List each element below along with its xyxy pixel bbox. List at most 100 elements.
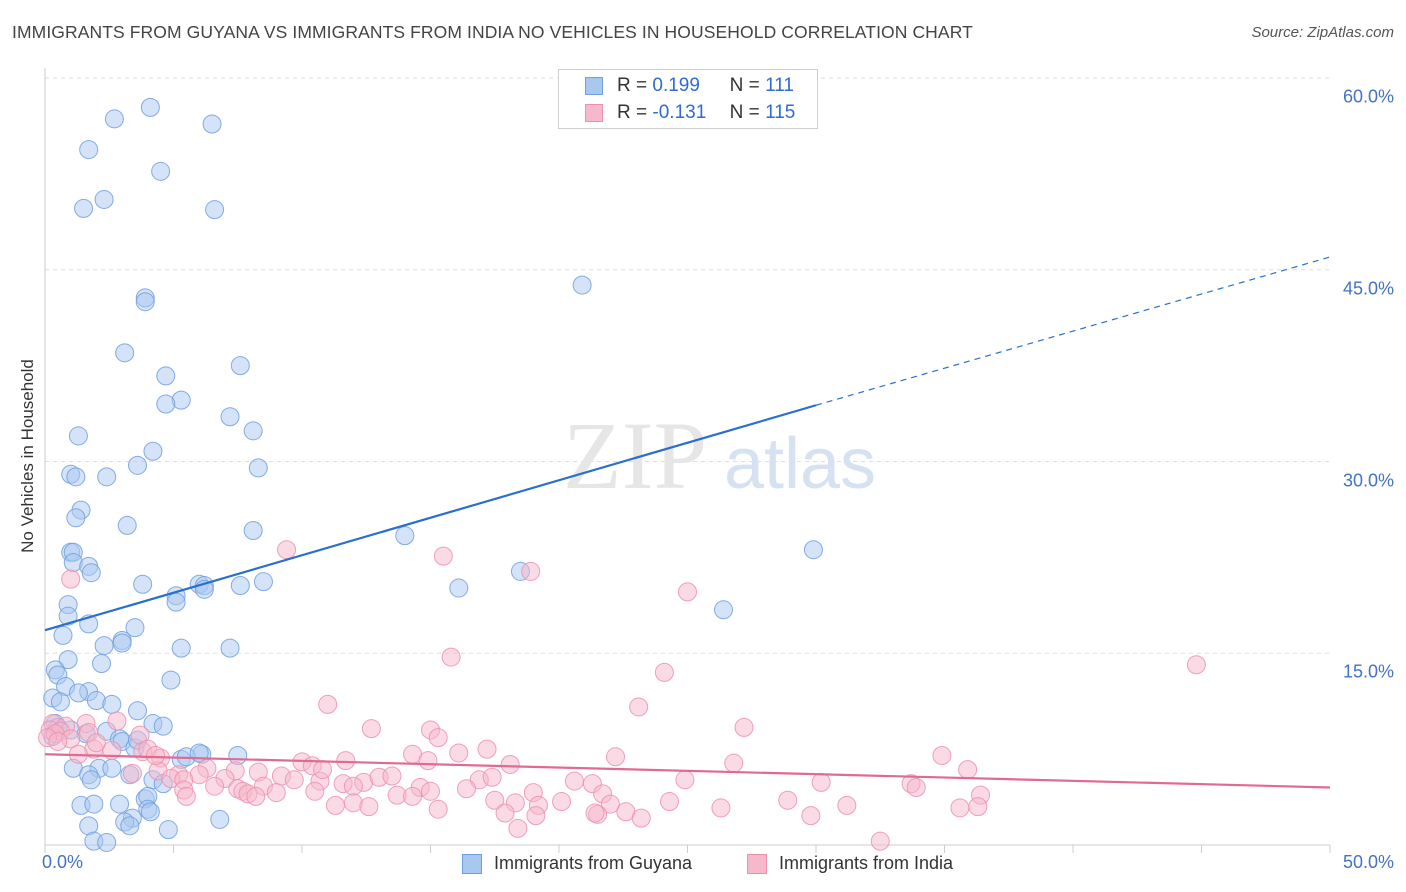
n-value-guyana: 111 xyxy=(765,75,794,96)
india-trend-line xyxy=(44,753,1331,789)
india-point xyxy=(277,540,297,560)
india-point xyxy=(778,790,798,810)
india-point xyxy=(421,781,440,801)
chart-title: IMMIGRANTS FROM GUYANA VS IMMIGRANTS FRO… xyxy=(12,22,973,42)
y-tick-label: 15.0% xyxy=(1342,661,1394,682)
axes xyxy=(44,68,1331,853)
india-point xyxy=(585,803,605,823)
guyana-swatch xyxy=(585,77,603,95)
india-point xyxy=(950,798,970,818)
guyana-point xyxy=(84,794,104,814)
india-point xyxy=(552,792,572,812)
guyana-point xyxy=(125,618,145,638)
india-point xyxy=(146,746,166,766)
guyana-point xyxy=(58,650,78,670)
india-point xyxy=(48,731,68,751)
india-point xyxy=(1186,655,1206,675)
india-point xyxy=(266,783,286,803)
guyana-point xyxy=(156,394,176,414)
points xyxy=(38,97,1206,852)
y-tick-label: 60.0% xyxy=(1342,86,1394,107)
guyana-point xyxy=(81,563,101,583)
india-point xyxy=(870,831,890,851)
r-value-guyana: 0.199 xyxy=(652,75,700,96)
guyana-point xyxy=(202,114,222,134)
guyana-point xyxy=(143,441,163,461)
india-point xyxy=(711,798,731,818)
india-point xyxy=(318,694,338,714)
guyana-point xyxy=(151,161,171,181)
india-swatch xyxy=(585,104,603,122)
r-label: R = xyxy=(617,102,648,123)
guyana-legend-swatch xyxy=(462,854,482,874)
india-point xyxy=(660,792,680,812)
trend-lines xyxy=(44,256,1331,789)
india-point xyxy=(433,546,453,566)
guyana-point xyxy=(243,421,263,441)
guyana-point xyxy=(128,455,148,475)
y-tick-label: 30.0% xyxy=(1342,470,1394,490)
india-point xyxy=(508,818,528,838)
n-label: N = xyxy=(729,102,760,123)
guyana-point xyxy=(50,692,70,712)
india-point xyxy=(86,733,106,753)
legend-label-india: Immigrants from India xyxy=(779,853,954,873)
guyana-point xyxy=(115,343,135,363)
guyana-point xyxy=(140,802,160,822)
stats-text-india: R = -0.131 N = 115 xyxy=(617,102,795,124)
guyana-point xyxy=(248,458,268,478)
india-point xyxy=(418,751,438,771)
india-point xyxy=(477,739,497,759)
guyana-point xyxy=(171,638,191,658)
guyana-point xyxy=(395,526,415,546)
series-legend: Immigrants from Guyana Immigrants from I… xyxy=(0,852,1406,878)
india-point xyxy=(428,799,448,819)
india-point xyxy=(837,795,857,815)
x-tick-label-min: 0.0% xyxy=(42,852,84,872)
india-legend-swatch xyxy=(747,854,767,874)
guyana-point xyxy=(449,578,469,598)
india-point xyxy=(176,786,196,806)
india-point xyxy=(361,719,381,739)
guyana-point xyxy=(68,426,88,446)
india-point xyxy=(441,647,461,667)
guyana-point xyxy=(153,716,173,736)
india-point xyxy=(336,751,356,771)
guyana-point xyxy=(166,592,186,612)
guyana-point xyxy=(128,701,148,721)
india-point xyxy=(500,754,520,774)
india-point xyxy=(495,803,515,823)
guyana-point xyxy=(112,633,132,653)
r-label: R = xyxy=(617,75,648,96)
guyana-point xyxy=(92,653,112,673)
x-tick-label-max: 50.0% xyxy=(1342,852,1394,872)
india-point xyxy=(325,795,345,815)
guyana-point xyxy=(713,600,733,620)
guyana-point xyxy=(220,407,240,427)
guyana-point xyxy=(803,540,823,560)
watermark-atlas: atlas xyxy=(724,424,876,504)
y-tick-label: 45.0% xyxy=(1342,278,1394,299)
n-value-india: 115 xyxy=(765,102,796,123)
guyana-point xyxy=(140,97,160,117)
guyana-point xyxy=(120,816,140,836)
india-point xyxy=(958,760,978,780)
guyana-point xyxy=(58,606,78,626)
guyana-trend-line xyxy=(44,404,817,632)
india-point xyxy=(428,728,448,748)
guyana-point xyxy=(74,198,94,218)
guyana-point xyxy=(94,636,114,656)
guyana-point xyxy=(210,809,230,829)
india-point xyxy=(284,770,304,790)
guyana-point xyxy=(156,366,176,386)
guyana-point xyxy=(79,140,99,160)
guyana-point xyxy=(161,670,181,690)
guyana-point xyxy=(253,572,273,592)
guyana-trend-extension xyxy=(815,256,1331,406)
india-point xyxy=(811,772,831,792)
r-value-india: -0.131 xyxy=(652,102,707,123)
guyana-point xyxy=(110,794,130,814)
guyana-point xyxy=(220,638,240,658)
watermark-zip: ZIP xyxy=(563,402,707,509)
